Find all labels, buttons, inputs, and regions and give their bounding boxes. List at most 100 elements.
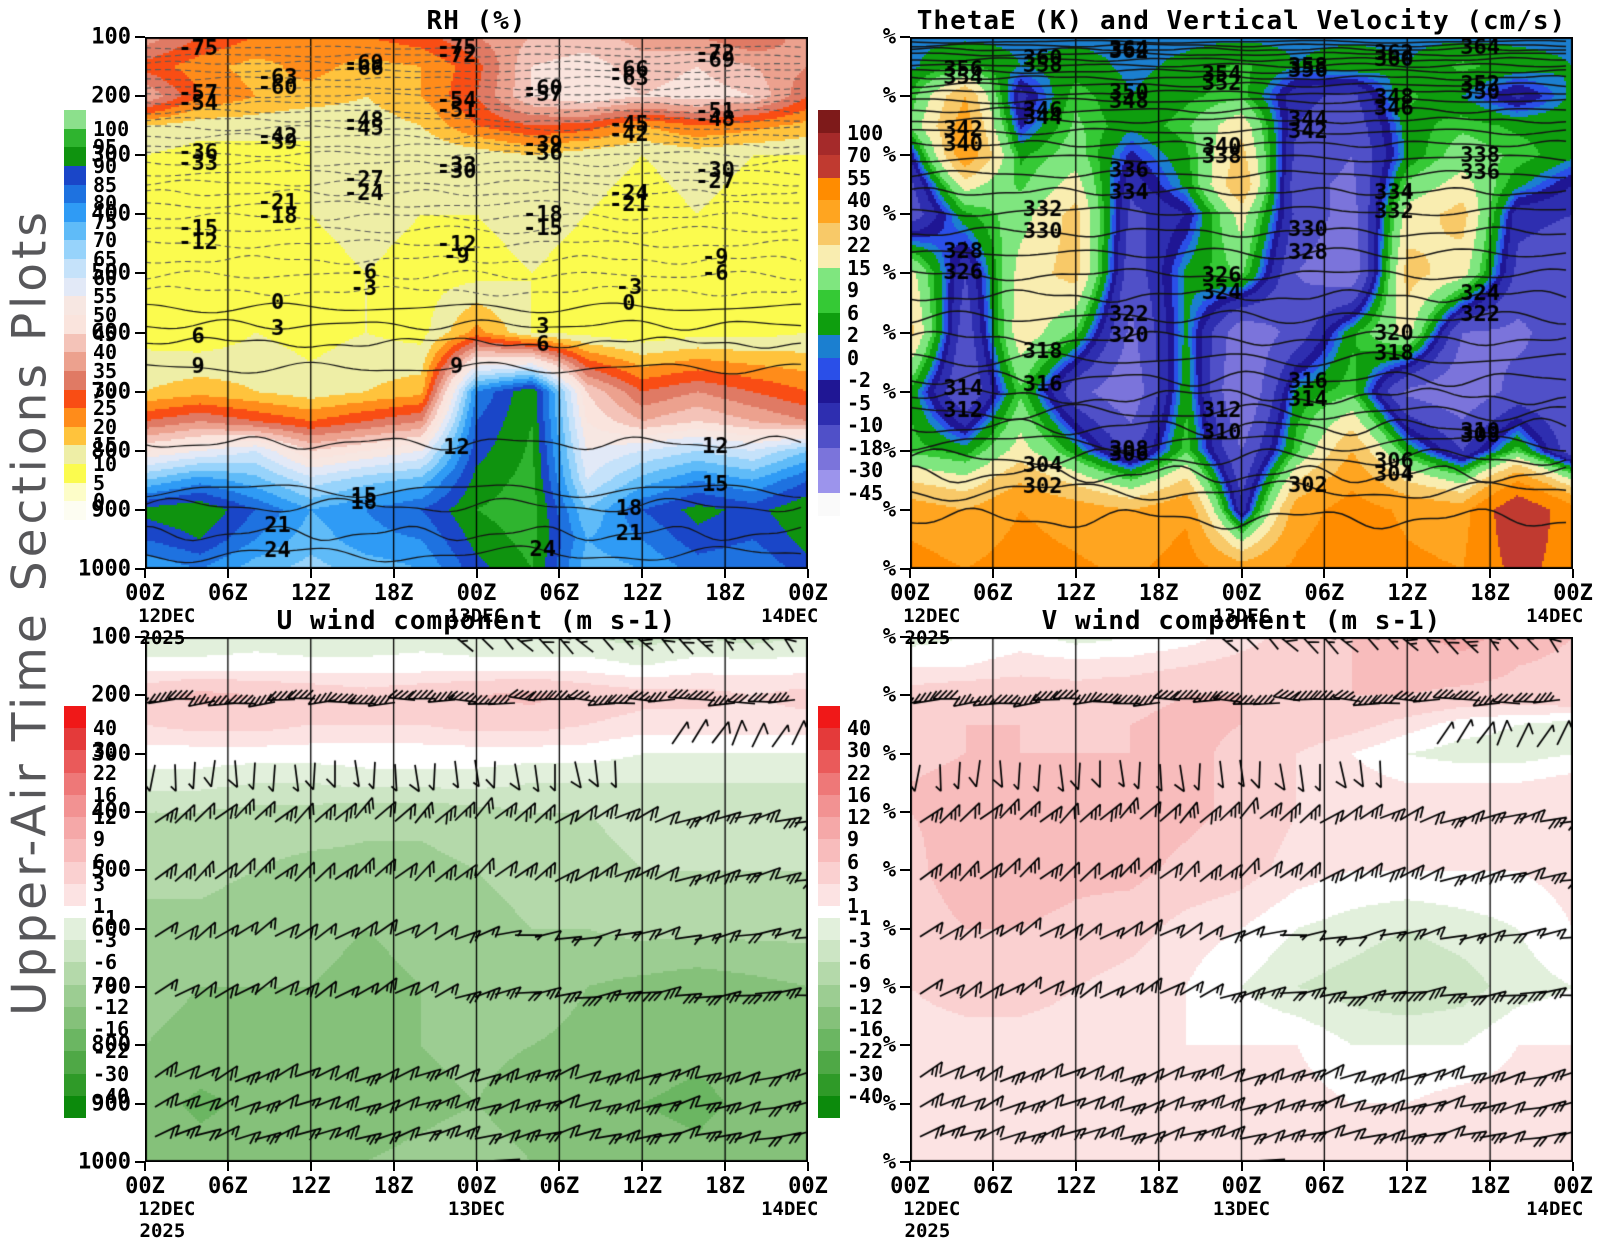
x-axis-tick [475, 1162, 478, 1171]
y-axis-label: % [882, 682, 896, 708]
colorbar-segment [818, 177, 840, 201]
x-axis-tick [1157, 1162, 1160, 1171]
x-axis-tick [475, 569, 478, 578]
y-axis-tick [135, 95, 145, 98]
y-axis-tick [135, 568, 145, 570]
colorbar-segment [64, 839, 86, 863]
y-axis-label: 700 [91, 974, 131, 1000]
x-axis-time-label: 12Z [622, 581, 663, 606]
y-axis-label: % [882, 83, 896, 109]
y-axis-label: 700 [91, 379, 131, 405]
y-axis-label: 400 [91, 201, 131, 227]
y-axis-tick [135, 869, 145, 872]
x-axis-time-label: 18Z [1138, 581, 1179, 606]
x-axis-tick [807, 569, 809, 578]
colorbar-segment [64, 962, 86, 986]
y-axis-label: % [882, 438, 896, 464]
colorbar-tick-label: 35 [93, 358, 118, 383]
x-axis-tick [309, 1162, 312, 1171]
y-axis-label: 800 [91, 1032, 131, 1058]
x-axis-time-label: 12Z [290, 581, 331, 606]
y-axis-tick [900, 331, 910, 334]
x-axis-time-label: 00Z [1221, 1174, 1262, 1199]
colorbar-tick-label: 100 [847, 120, 884, 145]
colorbar-segment [64, 817, 86, 840]
x-axis-tick [226, 1162, 229, 1171]
x-axis-tick [1572, 1162, 1574, 1171]
colorbar-tick-label: -6 [93, 950, 118, 975]
colorbar-tick-label: -9 [847, 972, 872, 997]
panel-title-thetae-vv: ThetaE (K) and Vertical Velocity (cm/s) [916, 6, 1567, 36]
colorbar-tick-label: 15 [93, 433, 118, 458]
y-axis-tick [135, 752, 145, 755]
colorbar-tick-label: 9 [847, 827, 860, 852]
panel-title-u-wind: U wind component (m s-1) [276, 606, 677, 636]
colorbar-segment [818, 312, 840, 336]
x-axis-date-label: 14DEC [761, 1198, 819, 1220]
colorbar-tick-label: -3 [93, 928, 118, 953]
colorbar-segment [818, 750, 840, 774]
y-axis-label: 1000 [78, 556, 131, 582]
colorbar-tick-label: 16 [847, 782, 872, 807]
y-axis-label: % [882, 857, 896, 883]
colorbar-segment [818, 335, 840, 358]
x-axis-tick [1157, 569, 1160, 578]
y-axis-tick [135, 636, 145, 638]
colorbar-tick-label: 20 [93, 414, 118, 439]
x-axis-year-label: 2025 [139, 1220, 186, 1242]
x-axis-time-label: 00Z [890, 581, 930, 606]
x-axis-time-label: 06Z [208, 581, 248, 606]
colorbar-segment [818, 155, 840, 178]
colorbar-segment [64, 184, 86, 204]
x-axis-date-label: 13DEC [447, 605, 506, 627]
colorbar-segment [64, 110, 86, 130]
colorbar-segment [818, 470, 840, 493]
colorbar-tick-label: -6 [847, 950, 872, 975]
colorbar-tick-label: 10 [93, 452, 118, 477]
colorbar-segment [64, 984, 86, 1008]
y-axis-label: % [882, 741, 896, 767]
x-axis-tick [1074, 569, 1077, 578]
y-axis-tick [900, 449, 910, 452]
colorbar-tick-label: 30 [847, 210, 872, 235]
y-axis-tick [900, 568, 910, 570]
x-axis-date-label: 14DEC [761, 605, 819, 627]
x-axis-time-label: 00Z [456, 1174, 497, 1199]
colorbar-segment [64, 918, 86, 941]
colorbar-tick-label: 30 [93, 377, 118, 402]
y-axis-tick [900, 1161, 910, 1163]
thetae-vv-plot-canvas [910, 37, 1573, 569]
x-axis-tick [309, 569, 312, 578]
colorbar-tick-label: 55 [93, 284, 118, 309]
y-axis-label: 900 [91, 1091, 131, 1117]
colorbar-segment [64, 794, 86, 818]
x-axis-time-label: 12Z [1055, 1174, 1096, 1199]
x-axis-time-label: 00Z [456, 581, 497, 606]
y-axis-tick [135, 1102, 145, 1105]
colorbar-tick-label: 6 [93, 849, 106, 874]
x-axis-time-label: 12Z [622, 1174, 663, 1199]
y-axis-label: 1000 [78, 1149, 131, 1175]
y-axis-label: % [882, 320, 896, 346]
colorbar-segment [64, 861, 86, 885]
y-axis-tick [135, 272, 145, 275]
colorbar-segment [64, 1029, 86, 1052]
y-axis-tick [900, 36, 910, 38]
colorbar-segment [818, 200, 840, 223]
colorbar-segment [64, 706, 86, 729]
y-axis-label: % [882, 24, 896, 50]
colorbar-tick-label: 40 [847, 716, 872, 741]
colorbar-tick-label: 12 [847, 805, 872, 830]
y-axis-label: 500 [91, 857, 131, 883]
colorbar-tick-label: 75 [93, 209, 118, 234]
colorbar-segment [64, 259, 86, 279]
x-axis-time-label: 18Z [373, 1174, 414, 1199]
x-axis-time-label: 18Z [1470, 1174, 1510, 1199]
y-axis-tick [900, 508, 910, 511]
colorbar-tick-label: 9 [93, 827, 106, 852]
x-axis-year-label: 2025 [139, 627, 186, 649]
y-axis-tick [900, 1102, 910, 1105]
v-wind-plot-canvas [910, 637, 1573, 1162]
x-axis-time-label: 00Z [890, 1174, 930, 1199]
x-axis-tick [991, 1162, 994, 1171]
